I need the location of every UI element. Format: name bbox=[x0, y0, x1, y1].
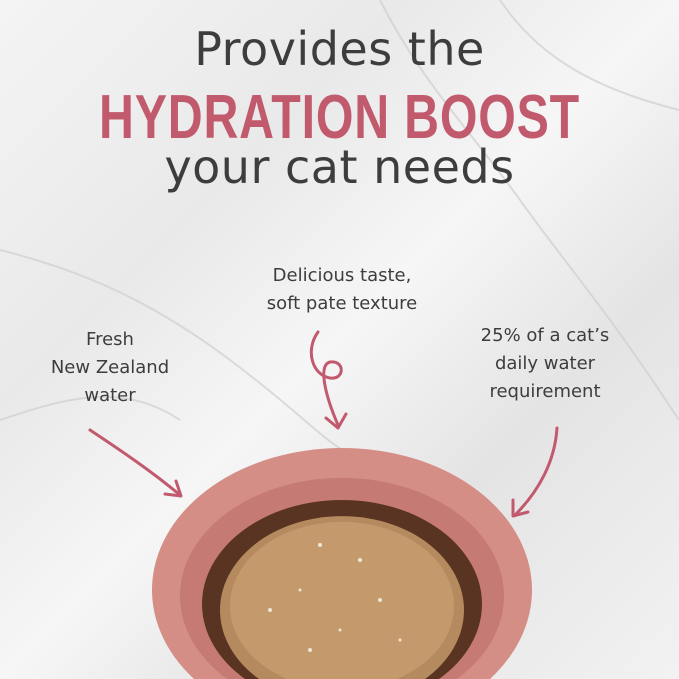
callout-text: soft pate texture bbox=[266, 293, 418, 314]
curly-arrow-icon-head bbox=[324, 412, 348, 430]
callout-water-source: Fresh New Zealand water bbox=[20, 326, 200, 410]
callout-text: Delicious taste, bbox=[272, 265, 412, 286]
curved-arrow-icon bbox=[513, 426, 559, 517]
callout-text: daily water bbox=[494, 353, 596, 374]
callout-text: requirement bbox=[489, 381, 601, 402]
headline-line1: Provides the bbox=[194, 22, 485, 76]
curved-arrow-icon-head bbox=[163, 479, 183, 498]
headline-highlight: HYDRATION BOOST bbox=[99, 83, 580, 152]
callout-taste: Delicious taste, soft pate texture bbox=[232, 262, 452, 318]
headline-line3: your cat needs bbox=[164, 140, 515, 194]
curved-arrow-icon-head bbox=[511, 498, 530, 518]
callout-water-requirement: 25% of a cat’s daily water requirement bbox=[455, 322, 635, 406]
curved-arrow-icon bbox=[88, 428, 182, 497]
bowl-image bbox=[152, 447, 533, 679]
curly-arrow-icon bbox=[309, 330, 343, 427]
callout-text: 25% of a cat’s bbox=[480, 325, 610, 346]
callout-text: Fresh bbox=[86, 329, 134, 350]
callout-text: New Zealand bbox=[50, 357, 170, 378]
callout-text: water bbox=[84, 385, 136, 406]
